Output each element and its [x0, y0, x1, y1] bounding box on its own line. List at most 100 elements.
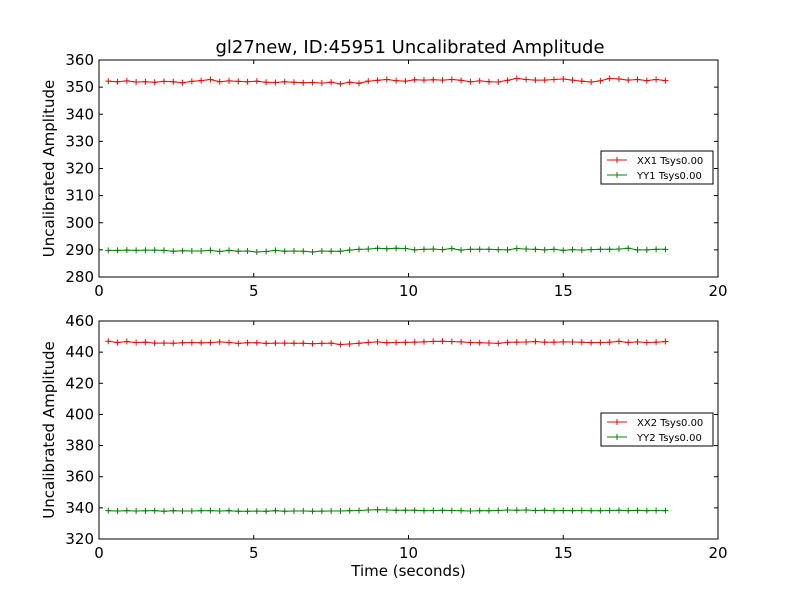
- data-point: [411, 76, 418, 83]
- data-point: [133, 339, 140, 346]
- legend-label: XX2 Tsys0.00: [637, 418, 703, 429]
- data-point: [235, 508, 242, 515]
- data-point: [337, 80, 344, 87]
- data-point: [606, 339, 613, 346]
- data-point: [272, 340, 279, 347]
- data-point: [615, 75, 622, 82]
- data-point: [439, 338, 446, 345]
- data-point: [402, 507, 409, 514]
- data-point: [420, 77, 427, 84]
- legend-label: YY1 Tsys0.00: [636, 171, 702, 182]
- data-point: [355, 340, 362, 347]
- data-point: [272, 247, 279, 254]
- data-point: [207, 339, 214, 346]
- data-point: [467, 507, 474, 514]
- x-tick-label: 10: [399, 544, 418, 562]
- data-point: [578, 339, 585, 346]
- data-point: [216, 338, 223, 345]
- data-point: [179, 339, 186, 346]
- data-point: [420, 507, 427, 514]
- data-point: [523, 339, 530, 346]
- y-tick-label: 300: [65, 214, 94, 232]
- data-point: [550, 246, 557, 253]
- data-point: [467, 339, 474, 346]
- data-point: [188, 247, 195, 254]
- data-point: [495, 246, 502, 253]
- legend-marker: [614, 434, 620, 440]
- data-point: [235, 340, 242, 347]
- data-point: [244, 508, 251, 515]
- data-point: [179, 247, 186, 254]
- data-point: [355, 507, 362, 514]
- legend-label: XX1 Tsys0.00: [637, 156, 703, 167]
- legend-marker: [614, 157, 620, 163]
- y-tick-label: 400: [65, 405, 94, 423]
- data-point: [550, 76, 557, 83]
- data-point: [653, 339, 660, 346]
- data-point: [114, 507, 121, 514]
- data-point: [123, 247, 130, 254]
- data-point: [216, 507, 223, 514]
- data-point: [133, 507, 140, 514]
- data-point: [207, 76, 214, 83]
- legend: XX2 Tsys0.00 YY2 Tsys0.00: [600, 412, 714, 447]
- data-point: [588, 339, 595, 346]
- data-point: [290, 79, 297, 86]
- data-point: [597, 507, 604, 514]
- data-point: [198, 77, 205, 84]
- data-point: [123, 507, 130, 514]
- y-tick-label: 320: [65, 530, 94, 548]
- data-point: [485, 339, 492, 346]
- y-tick-label: 360: [65, 51, 94, 69]
- data-point: [393, 77, 400, 84]
- data-point: [653, 507, 660, 514]
- data-point: [123, 77, 130, 84]
- x-tick-label: 15: [554, 544, 573, 562]
- data-point: [179, 507, 186, 514]
- data-point: [272, 507, 279, 514]
- data-point: [430, 76, 437, 83]
- data-point: [393, 507, 400, 514]
- x-tick-label: 5: [249, 282, 259, 300]
- data-point: [281, 78, 288, 85]
- data-point: [485, 78, 492, 85]
- data-point: [634, 507, 641, 514]
- data-point: [634, 246, 641, 253]
- data-point: [105, 78, 112, 85]
- data-point: [290, 507, 297, 514]
- y-tick-label: 340: [65, 105, 94, 123]
- data-point: [374, 77, 381, 84]
- data-point: [430, 507, 437, 514]
- data-point: [458, 247, 465, 254]
- data-point: [253, 249, 260, 256]
- data-point: [142, 339, 149, 346]
- data-point: [569, 339, 576, 346]
- data-point: [532, 338, 539, 345]
- data-point: [485, 507, 492, 514]
- data-point: [198, 247, 205, 254]
- data-point: [643, 77, 650, 84]
- data-point: [541, 77, 548, 84]
- data-point: [290, 247, 297, 254]
- data-point: [513, 245, 520, 252]
- data-point: [393, 339, 400, 346]
- data-point: [560, 507, 567, 514]
- data-point: [365, 507, 372, 514]
- data-point: [300, 507, 307, 514]
- data-point: [513, 339, 520, 346]
- data-point: [588, 246, 595, 253]
- data-point: [142, 507, 149, 514]
- data-point: [523, 246, 530, 253]
- data-point: [653, 246, 660, 253]
- data-point: [170, 340, 177, 347]
- data-point: [142, 78, 149, 85]
- data-point: [606, 246, 613, 253]
- data-point: [374, 338, 381, 345]
- data-point: [170, 78, 177, 85]
- data-point: [458, 507, 465, 514]
- data-point: [318, 80, 325, 87]
- data-point: [105, 507, 112, 514]
- data-point: [151, 247, 158, 254]
- data-point: [476, 339, 483, 346]
